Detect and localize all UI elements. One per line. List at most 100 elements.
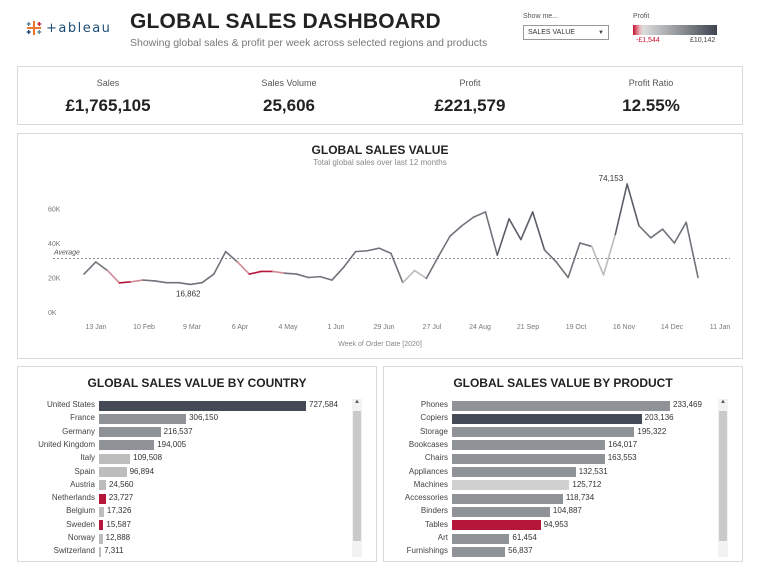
line-segment[interactable] — [626, 183, 640, 227]
bar[interactable] — [452, 520, 541, 531]
country-scrollbar[interactable]: ▲ — [352, 399, 362, 557]
bar[interactable] — [99, 400, 306, 411]
scroll-thumb[interactable] — [719, 411, 727, 541]
bar-category-label: Binders — [420, 506, 448, 516]
y-tick-label: 60K — [48, 207, 61, 214]
bar[interactable] — [452, 546, 506, 557]
line-segment[interactable] — [272, 270, 286, 274]
line-segment[interactable] — [508, 218, 522, 241]
line-segment[interactable] — [177, 281, 192, 286]
bar-value-label: 727,584 — [309, 400, 338, 409]
line-segment[interactable] — [437, 235, 451, 258]
line-segment[interactable] — [236, 261, 251, 275]
product-bar-chart[interactable]: Phones 233,469 Copiers 203,136 Storage 195,32… — [384, 367, 724, 561]
line-segment[interactable] — [425, 256, 440, 280]
line-segment[interactable] — [213, 250, 227, 275]
bar[interactable] — [452, 453, 605, 464]
line-segment[interactable] — [484, 211, 499, 256]
bar[interactable] — [99, 493, 106, 504]
bar[interactable] — [99, 413, 187, 424]
bar[interactable] — [99, 506, 104, 517]
line-segment[interactable] — [579, 242, 593, 248]
scroll-up-icon[interactable]: ▲ — [354, 399, 360, 405]
line-segment[interactable] — [201, 273, 215, 284]
scroll-up-icon[interactable]: ▲ — [720, 399, 726, 405]
bar[interactable] — [452, 493, 563, 504]
line-segment[interactable] — [543, 249, 558, 263]
line-segment[interactable] — [307, 275, 321, 279]
line-segment[interactable] — [461, 216, 475, 227]
line-segment[interactable] — [189, 281, 203, 286]
bar[interactable] — [99, 480, 106, 491]
bar[interactable] — [452, 506, 550, 517]
line-segment[interactable] — [142, 279, 156, 282]
sales-line-chart[interactable]: 0K 20K 40K 60K 13 Jan 10 Feb 9 Mar 6 Apr 4 May 1 … — [18, 134, 742, 358]
bar[interactable] — [99, 533, 103, 544]
line-segment[interactable] — [496, 218, 510, 256]
bar-value-label: 24,560 — [108, 479, 134, 489]
line-segment[interactable] — [520, 211, 534, 241]
bar[interactable] — [452, 427, 635, 438]
bar-category-label: Phones — [420, 400, 448, 409]
bar-category-label: Austria — [70, 479, 95, 489]
line-segment[interactable] — [413, 269, 428, 280]
line-segment[interactable] — [649, 228, 664, 239]
bar[interactable] — [99, 440, 155, 451]
line-segment[interactable] — [106, 269, 121, 284]
line-segment[interactable] — [638, 224, 652, 239]
line-segment[interactable] — [295, 273, 310, 279]
bar[interactable] — [99, 546, 102, 557]
dashboard-subtitle: Showing global sales & profit per week a… — [130, 37, 488, 49]
bar[interactable] — [452, 480, 570, 491]
line-segment[interactable] — [83, 261, 97, 275]
line-segment[interactable] — [673, 221, 687, 244]
bar[interactable] — [99, 427, 161, 438]
bar-value-label: 195,322 — [637, 426, 667, 436]
line-segment[interactable] — [602, 233, 617, 276]
x-tick-label: 13 Jan — [85, 324, 106, 331]
bar-category-label: Spain — [74, 466, 95, 476]
line-segment[interactable] — [567, 242, 581, 279]
line-segment[interactable] — [685, 221, 699, 279]
line-segment[interactable] — [118, 281, 133, 284]
line-segment[interactable] — [354, 249, 369, 253]
line-segment[interactable] — [319, 275, 333, 281]
bar[interactable] — [452, 467, 576, 477]
bar-category-label: Bookcases — [408, 439, 448, 449]
line-segment[interactable] — [555, 261, 569, 279]
line-segment[interactable] — [154, 280, 168, 284]
product-scrollbar[interactable]: ▲ — [718, 399, 728, 557]
line-segment[interactable] — [531, 211, 546, 251]
y-tick-label: 0K — [48, 310, 57, 317]
show-me-dropdown[interactable]: SALES VALUE ▼ — [523, 25, 609, 40]
line-segment[interactable] — [342, 250, 357, 268]
kpi-sales: Sales £1,765,105 — [18, 67, 198, 116]
line-segment[interactable] — [224, 250, 239, 263]
bar-value-label: 203,136 — [644, 413, 674, 423]
line-segment[interactable] — [614, 183, 628, 236]
line-segment[interactable] — [472, 211, 487, 218]
line-segment[interactable] — [390, 252, 404, 284]
line-segment[interactable] — [95, 261, 109, 272]
line-segment[interactable] — [331, 266, 345, 281]
line-segment[interactable] — [661, 228, 676, 244]
scroll-thumb[interactable] — [353, 411, 361, 541]
bar[interactable] — [99, 467, 127, 477]
line-segment[interactable] — [248, 270, 262, 275]
bar[interactable] — [452, 533, 510, 544]
line-segment[interactable] — [449, 224, 463, 237]
line-segment[interactable] — [590, 245, 605, 276]
bar[interactable] — [452, 413, 642, 424]
bar[interactable] — [452, 440, 606, 451]
bar[interactable] — [99, 520, 104, 531]
line-segment[interactable] — [378, 247, 392, 255]
line-segment[interactable] — [366, 247, 380, 252]
bar[interactable] — [99, 453, 131, 464]
country-bar-chart[interactable]: United States 727,584 France 306,150 Germany… — [18, 367, 358, 561]
kpi-profit-ratio: Profit Ratio 12.55% — [561, 67, 741, 116]
line-segment[interactable] — [283, 272, 298, 275]
bar[interactable] — [452, 400, 670, 411]
line-segment[interactable] — [130, 279, 144, 283]
bar-category-label: Appliances — [408, 466, 448, 476]
line-segment[interactable] — [402, 269, 416, 284]
